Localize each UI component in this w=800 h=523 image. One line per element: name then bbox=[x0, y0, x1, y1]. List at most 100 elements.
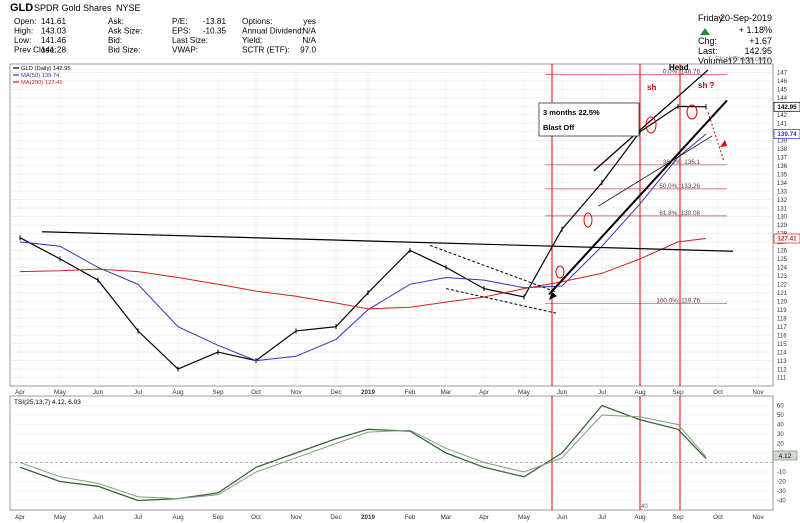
quote-label: Annual Dividend: bbox=[242, 27, 304, 36]
price-axis: 111 112 113 114 115 116 117 118 119 120 121 122 123 1… bbox=[777, 71, 788, 382]
price-tags: 142.95 139.74 127.41 bbox=[773, 101, 800, 244]
x-axis-tsi: Apr May Jun Jul Aug Sep Oct Nov Dec 2019 Feb Mar Apr… bbox=[15, 514, 764, 521]
x-tick-label: May bbox=[54, 514, 67, 521]
x-tick-label: Apr bbox=[15, 514, 25, 521]
head-label: Head bbox=[669, 63, 689, 72]
x-tick-label: Jun bbox=[93, 514, 104, 521]
quote-value: -10.35 bbox=[203, 27, 227, 36]
price-grid bbox=[10, 64, 773, 386]
annotation-gain: 3 months 22.5% bbox=[543, 108, 600, 117]
tsi-series bbox=[19, 404, 707, 502]
price-tag-text: 142.95 bbox=[777, 104, 797, 111]
x-tick-label: May bbox=[54, 389, 67, 396]
price-tick-label: 126 bbox=[777, 249, 788, 255]
price-tag-box bbox=[773, 129, 800, 139]
fib-label: 0.0%: 146.76 bbox=[663, 69, 701, 76]
quote-value: 143.03 bbox=[41, 27, 66, 36]
price-tick-label: 139 bbox=[777, 138, 788, 144]
price-tick-label: 120 bbox=[777, 299, 788, 305]
price-tick-label: 145 bbox=[777, 88, 788, 94]
price-tick-label: 135 bbox=[777, 172, 788, 178]
price-tick-label: 131 bbox=[777, 206, 788, 212]
quote-label: Open: bbox=[14, 17, 36, 26]
price-tick-label: 134 bbox=[777, 181, 788, 187]
quote-value: 141.28 bbox=[41, 46, 66, 55]
price-tag-text: 127.41 bbox=[777, 236, 797, 243]
security-name: SPDR Gold Shares bbox=[34, 3, 112, 13]
chart-header: GLD SPDR Gold Shares NYSE Open: 141.61 Ask… bbox=[10, 2, 772, 66]
quote-day: Friday bbox=[698, 13, 724, 23]
x-tick-label: Nov bbox=[290, 389, 302, 396]
x-tick-label: Dec bbox=[330, 514, 341, 521]
quote-label: Ask Size: bbox=[108, 27, 142, 36]
uptrend-line bbox=[548, 99, 728, 296]
quote-label: Ask: bbox=[108, 17, 124, 26]
quote-date: 20-Sep-2019 bbox=[720, 13, 772, 23]
ticker-symbol: GLD bbox=[10, 2, 33, 14]
series-line-ma50 bbox=[19, 133, 707, 362]
trend-channel-upper bbox=[593, 69, 709, 172]
chg-value: +1.67 bbox=[749, 36, 772, 46]
x-tick-label: Apr bbox=[15, 389, 25, 396]
x-tick-label: Jun bbox=[557, 514, 568, 521]
price-tick-label: 117 bbox=[777, 325, 787, 331]
price-tick-label: 112 bbox=[777, 367, 787, 373]
projection-dashed-line bbox=[707, 112, 725, 162]
tsi-tick-label: 40 bbox=[777, 423, 784, 429]
x-tick-label: 2019 bbox=[361, 514, 376, 521]
quote-value: 141.46 bbox=[41, 36, 66, 45]
x-tick-label: Sep bbox=[672, 389, 684, 396]
highlight-circle bbox=[555, 265, 565, 279]
quote-value: -13.81 bbox=[203, 17, 227, 26]
tsi-signal-line bbox=[19, 414, 707, 500]
x-tick-label: Nov bbox=[752, 389, 764, 396]
price-tick-label: 125 bbox=[777, 257, 788, 263]
percent-change: + 1.18% bbox=[739, 25, 772, 35]
quote-label: Bid: bbox=[108, 36, 122, 45]
price-tick-label: 124 bbox=[777, 266, 788, 272]
price-tick-label: 147 bbox=[777, 71, 788, 77]
quote-label: Bid Size: bbox=[108, 46, 140, 55]
quote-value: N/A bbox=[302, 27, 316, 36]
x-tick-label: Oct bbox=[713, 389, 723, 396]
quote-label: Low: bbox=[14, 36, 31, 45]
price-tick-label: 141 bbox=[777, 122, 788, 128]
quote-label: Yield: bbox=[242, 36, 262, 45]
tsi-tick-label: 20 bbox=[777, 442, 784, 448]
annotation-blast-off: Blast Off bbox=[543, 123, 575, 132]
annotation-box: 3 months 22.5% Blast Off bbox=[538, 102, 640, 137]
quote-label: EPS: bbox=[172, 27, 191, 36]
x-tick-label: Aug bbox=[172, 389, 184, 396]
highlight-circle bbox=[583, 212, 593, 228]
quote-value: 97.0 bbox=[300, 46, 316, 55]
x-tick-label: Nov bbox=[290, 514, 302, 521]
x-tick-label: Apr bbox=[479, 389, 489, 396]
x-tick-label: Aug bbox=[634, 389, 646, 396]
price-tick-label: 137 bbox=[777, 155, 788, 161]
x-tick-label: Jul bbox=[598, 389, 606, 396]
exchange-label: NYSE bbox=[116, 3, 141, 13]
x-tick-label: Apr bbox=[479, 514, 489, 521]
tsi-vertical-markers bbox=[551, 396, 681, 510]
x-tick-label: Mar bbox=[441, 514, 452, 521]
x-tick-label: Oct bbox=[251, 514, 261, 521]
price-tick-label: 136 bbox=[777, 164, 788, 170]
price-tick-label: 129 bbox=[777, 223, 788, 229]
x-tick-label: Feb bbox=[405, 389, 416, 396]
right-shoulder-label: sh ? bbox=[698, 81, 715, 90]
price-tag-box bbox=[773, 233, 800, 244]
volume-label: Volume: bbox=[698, 56, 731, 66]
price-tick-label: 115 bbox=[777, 342, 787, 348]
tsi-line bbox=[19, 404, 707, 502]
price-tick-label: 121 bbox=[777, 291, 788, 297]
watermark: © StockCharts.com bbox=[708, 55, 769, 63]
tsi-tick-label: -30 bbox=[777, 489, 786, 495]
x-tick-label: Dec bbox=[330, 389, 341, 396]
arrowhead-icon bbox=[549, 292, 557, 300]
x-axis-price: Apr May Jun Jul Aug Sep Oct Nov Dec 2019 Feb Mar Apr… bbox=[15, 389, 764, 396]
tsi-value-tag: 4.12 bbox=[772, 450, 798, 461]
quote-label: Options: bbox=[242, 17, 273, 26]
series-line-ma200 bbox=[19, 238, 707, 310]
price-tick-label: 116 bbox=[777, 333, 787, 339]
